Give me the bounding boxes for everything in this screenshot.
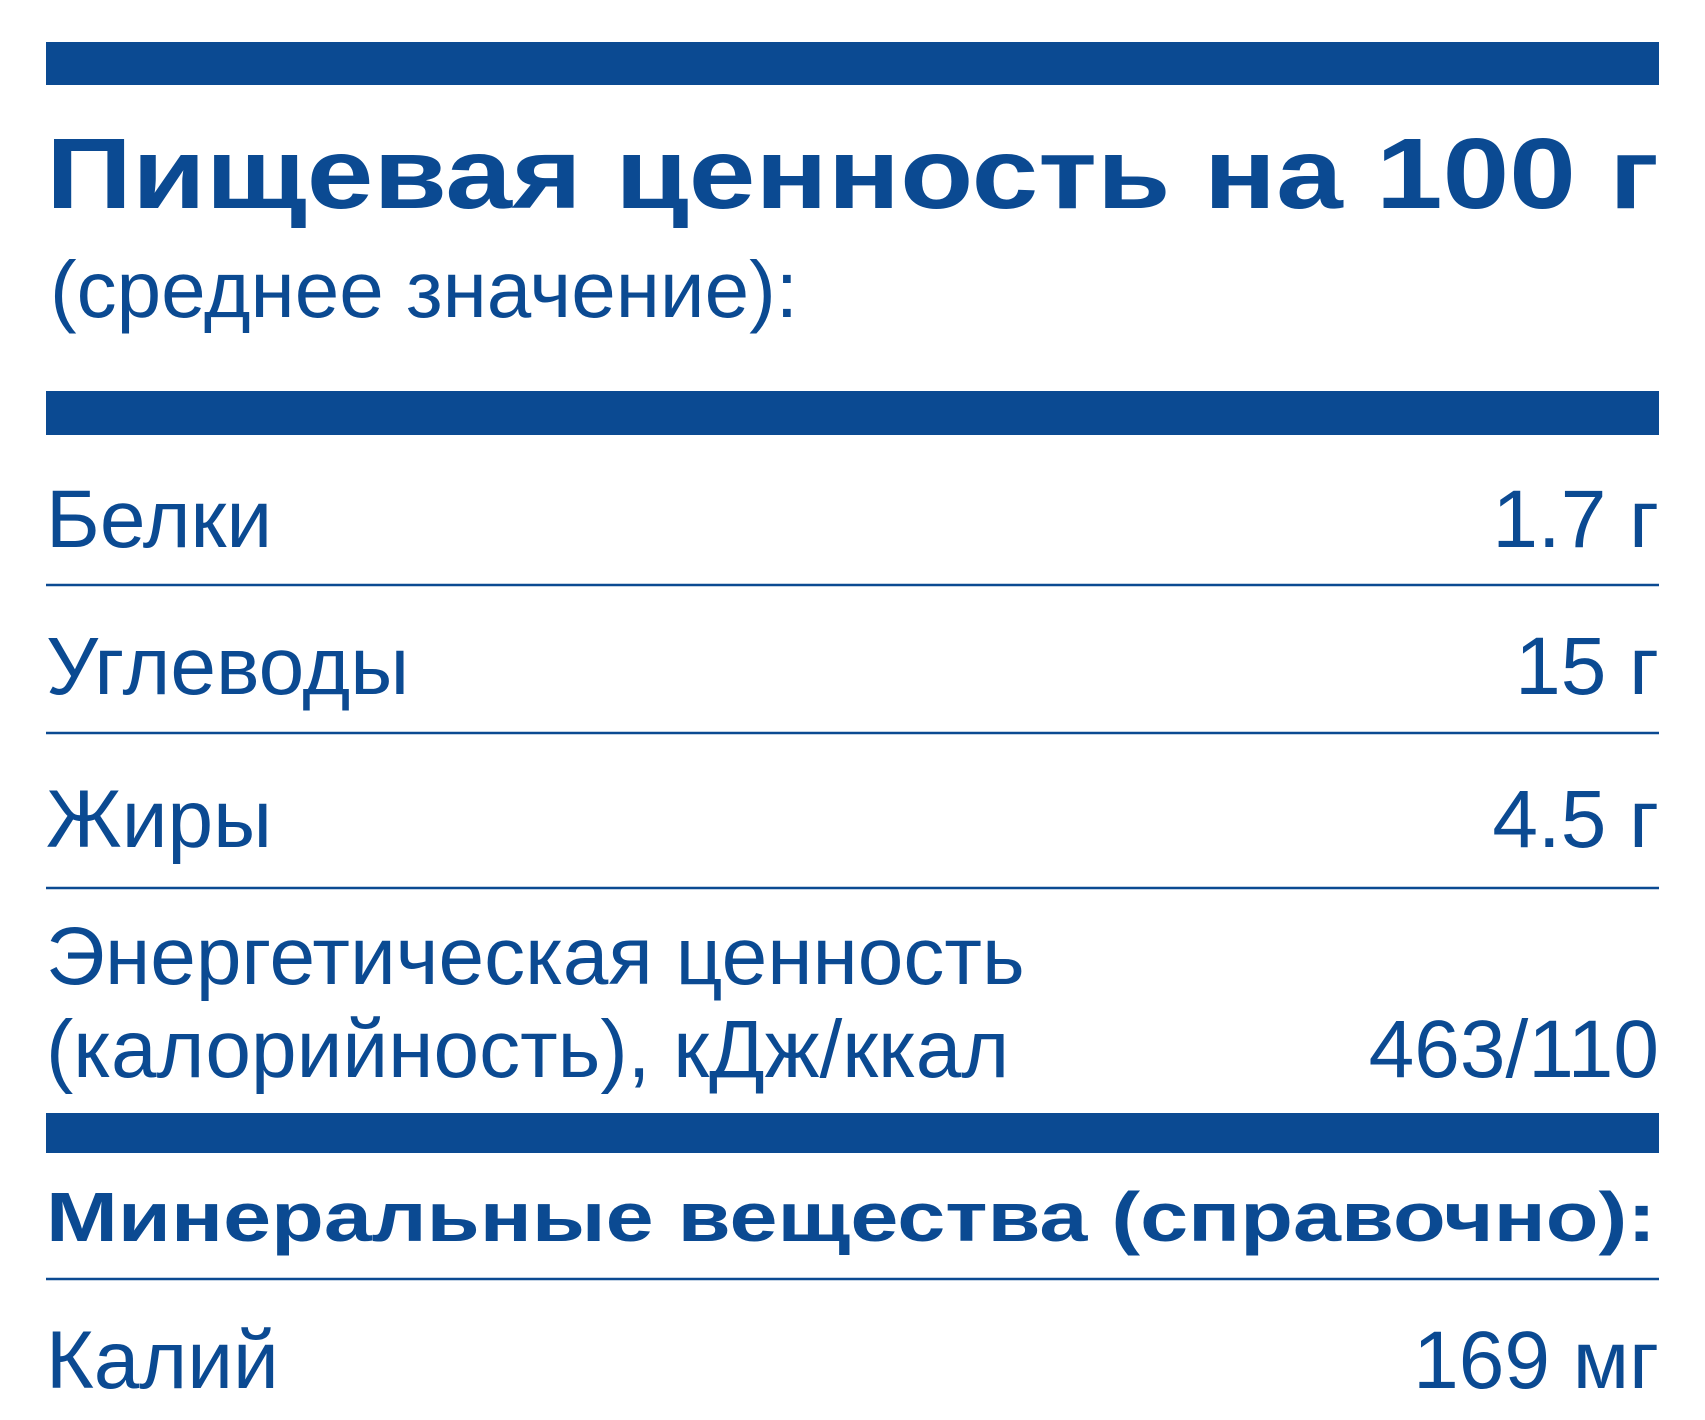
nutrient-name: Углеводы <box>46 621 409 712</box>
divider-bar <box>46 1113 1659 1153</box>
nutrient-name: Белки <box>46 474 272 565</box>
nutrient-value: 15 г <box>1515 621 1659 712</box>
nutrient-value: 1.7 г <box>1492 474 1659 565</box>
divider-bar <box>46 391 1659 435</box>
minerals-title: Минеральные вещества (справочно): <box>46 1178 1656 1256</box>
nutrient-value: 4.5 г <box>1492 774 1659 865</box>
energy-name: Энергетическая ценность <box>46 911 1025 1002</box>
mineral-name: Калий <box>46 1315 279 1406</box>
subtitle: (среднее значение): <box>50 245 798 334</box>
divider-bar <box>46 42 1659 85</box>
energy-value: 463/110 <box>1369 1004 1659 1095</box>
energy-name: (калорийность), кДж/ккал <box>46 1004 1009 1095</box>
nutrient-name: Жиры <box>46 774 272 865</box>
mineral-value: 169 мг <box>1413 1315 1659 1406</box>
title: Пищевая ценность на 100 г <box>46 118 1659 230</box>
